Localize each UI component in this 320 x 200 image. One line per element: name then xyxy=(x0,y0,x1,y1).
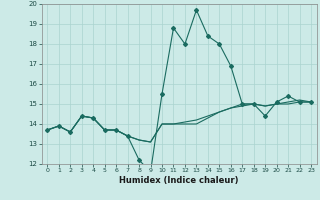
X-axis label: Humidex (Indice chaleur): Humidex (Indice chaleur) xyxy=(119,176,239,185)
